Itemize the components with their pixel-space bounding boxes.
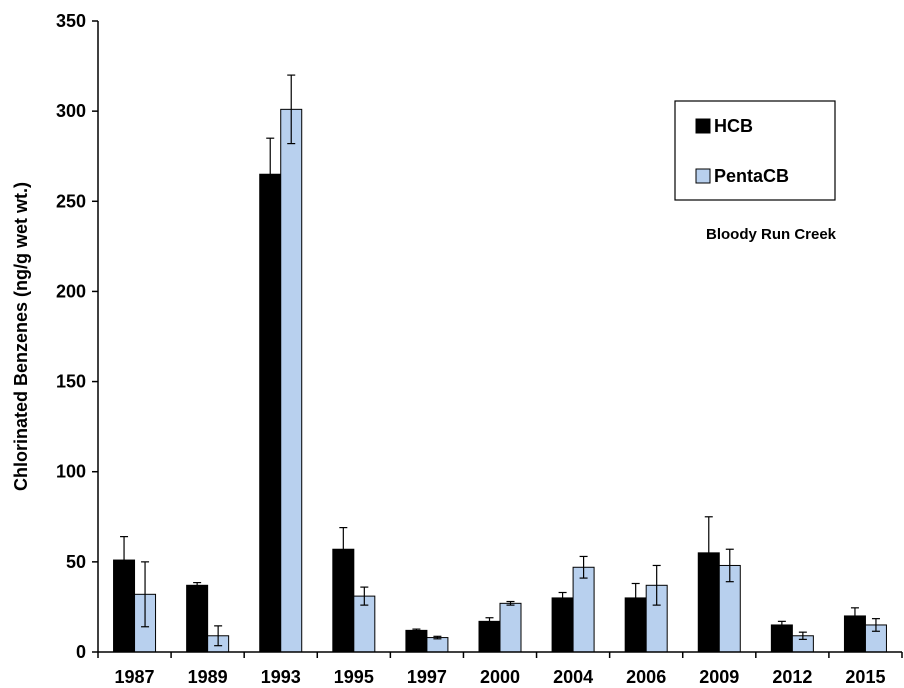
- y-tick-label: 250: [56, 191, 86, 211]
- y-tick-label: 100: [56, 462, 86, 482]
- error-bar-pentacb-1987: [141, 561, 150, 628]
- bar-pentacb-2000: [499, 602, 522, 653]
- error-bar-pentacb-2015: [871, 618, 880, 632]
- y-tick-label: 0: [76, 642, 86, 662]
- error-bar-pentacb-1989: [214, 625, 223, 647]
- error-bar-pentacb-2012: [798, 631, 807, 640]
- bar-hcb-2004: [551, 597, 574, 653]
- error-bar-hcb-1997: [412, 628, 421, 633]
- error-bar-pentacb-1993: [287, 74, 296, 145]
- y-tick-label: 350: [56, 11, 86, 31]
- y-tick-label: 150: [56, 372, 86, 392]
- error-bars-layer: [120, 74, 880, 647]
- error-bar-pentacb-2006: [652, 564, 661, 606]
- site-annotation: Bloody Run Creek: [706, 226, 837, 243]
- error-bar-hcb-2004: [558, 591, 567, 604]
- error-bar-pentacb-1995: [360, 586, 369, 606]
- legend: HCB PentaCB: [674, 100, 836, 201]
- y-tick-label: 50: [66, 552, 86, 572]
- y-tick-label: 200: [56, 281, 86, 301]
- bars-layer: [113, 108, 887, 653]
- bar-hcb-1993: [259, 173, 282, 653]
- error-bar-hcb-2006: [631, 582, 640, 613]
- error-bar-hcb-1993: [266, 137, 275, 211]
- error-bar-hcb-2009: [704, 516, 713, 590]
- bar-pentacb-2004: [572, 566, 595, 653]
- y-axis-title: Chlorinated Benzenes (ng/g wet wt.): [11, 182, 31, 491]
- y-tick-label: 300: [56, 101, 86, 121]
- x-tick-label: 1997: [407, 667, 447, 687]
- error-bar-pentacb-2004: [579, 555, 588, 579]
- bar-hcb-1989: [186, 584, 209, 653]
- bar-hcb-2000: [478, 620, 501, 653]
- legend-swatch-hcb: [695, 118, 711, 134]
- x-tick-label: 2015: [845, 667, 885, 687]
- error-bar-pentacb-2009: [725, 548, 734, 583]
- error-bar-hcb-2000: [485, 617, 494, 626]
- x-tick-label: 2006: [626, 667, 666, 687]
- x-tick-label: 1993: [261, 667, 301, 687]
- y-axis-ticks: 0 50 100 150 200 250 300 350: [56, 11, 98, 662]
- x-tick-label: 2009: [699, 667, 739, 687]
- x-tick-label: 1987: [115, 667, 155, 687]
- error-bar-hcb-1987: [120, 536, 129, 585]
- error-bar-hcb-2015: [850, 607, 859, 625]
- x-axis-ticks: 1987 1989 1993 1995 1997 2000 2004 2006 2009 2012…: [97, 652, 903, 687]
- x-tick-label: 2012: [772, 667, 812, 687]
- error-bar-hcb-1989: [193, 581, 202, 589]
- x-tick-label: 1995: [334, 667, 374, 687]
- legend-label-pentacb: PentaCB: [714, 166, 789, 186]
- x-tick-label: 2000: [480, 667, 520, 687]
- error-bar-pentacb-1997: [433, 635, 442, 640]
- x-tick-label: 1989: [188, 667, 228, 687]
- legend-label-hcb: HCB: [714, 116, 753, 136]
- bar-pentacb-1993: [280, 108, 303, 653]
- legend-swatch-pentacb: [695, 168, 711, 184]
- x-tick-label: 2004: [553, 667, 593, 687]
- error-bar-pentacb-2000: [506, 600, 515, 606]
- bar-pentacb-1997: [426, 637, 449, 653]
- error-bar-hcb-1995: [339, 527, 348, 572]
- bar-hcb-1997: [405, 629, 428, 653]
- error-bar-hcb-2012: [777, 620, 786, 630]
